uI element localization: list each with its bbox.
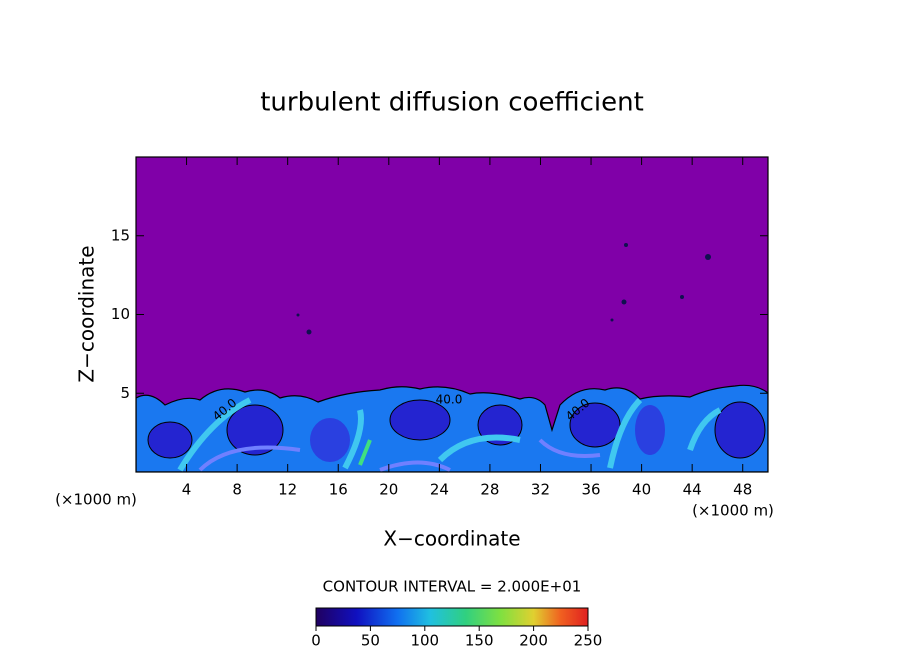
y-tick-label: 15 [111, 226, 130, 244]
field [136, 157, 768, 472]
x-tick-label: 40 [632, 481, 651, 499]
x-tick-label: 32 [531, 481, 550, 499]
x-tick-label: 12 [278, 481, 297, 499]
x-axis-title: X−coordinate [383, 527, 520, 551]
contour-interval: CONTOUR INTERVAL = 2.000E+01 [323, 578, 582, 596]
x-tick-label: 4 [182, 481, 192, 499]
y-unit: (×1000 m) [55, 491, 137, 509]
y-tick-label: 10 [111, 305, 130, 323]
colorbar-tick-label: 250 [574, 632, 603, 650]
y-tick-label: 5 [120, 384, 130, 402]
contour-label: 40.0 [436, 393, 463, 407]
x-tick-label: 8 [232, 481, 242, 499]
x-tick-label: 20 [379, 481, 398, 499]
x-unit: (×1000 m) [692, 502, 774, 520]
colorbar-tick-label: 50 [361, 632, 380, 650]
x-tick-label: 48 [733, 481, 752, 499]
colorbar-tick-label: 150 [465, 632, 494, 650]
x-tick-label: 24 [430, 481, 449, 499]
y-axis-title: Z−coordinate [75, 245, 99, 382]
x-tick-label: 44 [683, 481, 702, 499]
colorbar [315, 607, 589, 627]
colorbar-tick-label: 0 [311, 632, 321, 650]
colorbar-tick-label: 200 [519, 632, 548, 650]
x-tick-label: 16 [329, 481, 348, 499]
chart-title: turbulent diffusion coefficient [260, 88, 644, 118]
x-tick-label: 36 [581, 481, 600, 499]
x-tick-label: 28 [480, 481, 499, 499]
colorbar-tick-label: 100 [410, 632, 439, 650]
